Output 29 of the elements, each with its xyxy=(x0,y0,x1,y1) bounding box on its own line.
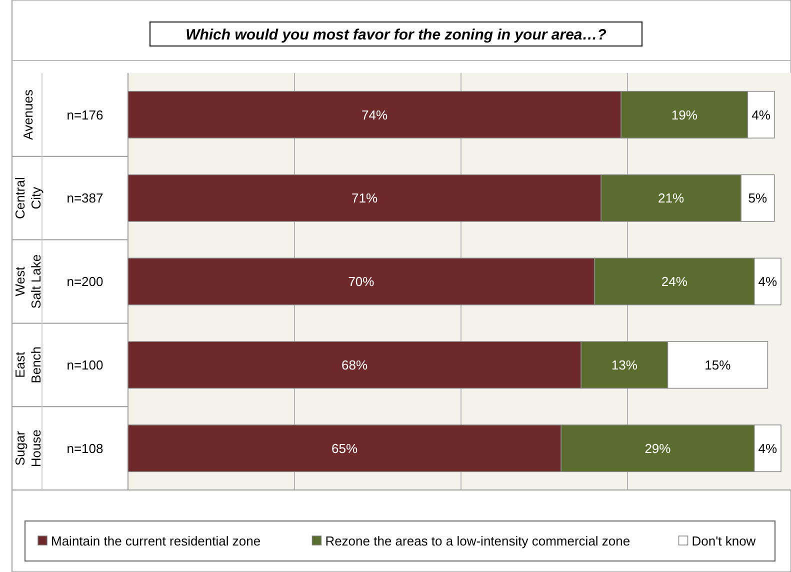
data-label: 24% xyxy=(661,274,688,290)
data-label: 4% xyxy=(752,107,771,122)
legend-label: Maintain the current residential zone xyxy=(51,534,261,549)
data-label: 4% xyxy=(758,274,778,290)
data-label: 68% xyxy=(342,357,368,372)
y-tick-label: Central City xyxy=(12,177,44,220)
data-label: 4% xyxy=(758,440,778,456)
data-label: 74% xyxy=(362,107,388,122)
legend-label: Rezone the areas to a low-intensity commercial zone xyxy=(325,534,630,549)
data-label: 71% xyxy=(352,190,378,206)
y-tick-label: West Salt Lake xyxy=(12,254,44,309)
data-label: 19% xyxy=(671,107,698,122)
legend-label: Don't know xyxy=(692,534,756,549)
text: n=200 xyxy=(66,274,104,290)
data-label: 13% xyxy=(611,357,638,372)
text: n=108 xyxy=(66,440,104,456)
y-tick-label: East Bench xyxy=(12,346,44,384)
data-label: 5% xyxy=(748,190,768,206)
chart-title: Which would you most favor for the zoning in your area…? xyxy=(186,26,606,44)
data-label: 70% xyxy=(348,274,375,290)
y-tick-label: Avenues xyxy=(20,89,36,140)
text: n=387 xyxy=(66,190,104,206)
data-label: 29% xyxy=(644,440,672,456)
data-label: 21% xyxy=(658,190,684,206)
data-label: 65% xyxy=(332,440,358,456)
text: n=176 xyxy=(66,107,104,122)
data-label: 15% xyxy=(704,357,732,372)
text: n=100 xyxy=(66,357,104,372)
y-tick-label: Sugar House xyxy=(12,430,44,468)
